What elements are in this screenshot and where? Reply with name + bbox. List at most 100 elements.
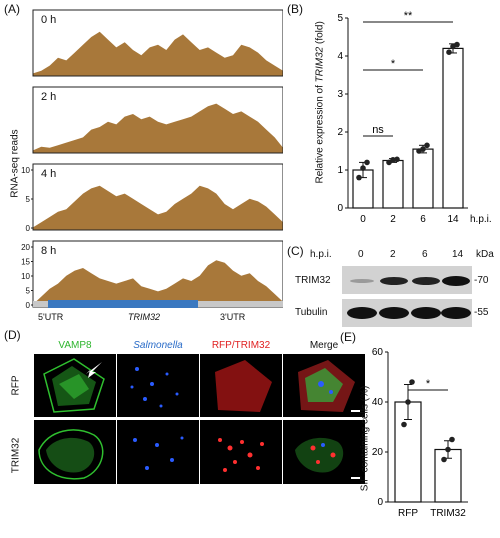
track-frame-2 [32,163,283,231]
coverage-area-3 [33,260,283,307]
gene-model [33,300,283,308]
arrow-icon [86,362,102,378]
y-tick-label-1: 20 [372,447,384,458]
blot-band-trim32-2 [380,277,408,285]
sig-label-2: ** [404,10,413,22]
panel-b-ylabel: Relative expression of TRIM32 (fold) [314,21,326,184]
sif-bar-chart: 0 20 40 60 RFP TRIM32 * [372,347,468,519]
track-frame-0 [32,9,283,77]
gene-5utr-label: 5'UTR [38,312,64,322]
ylabel-suffix: (fold) [314,21,326,47]
panel-label-e: (E) [340,330,356,344]
x-tick-label-6: 6 [420,214,426,225]
y-tick-label-0: 0 [337,203,343,214]
point-RFP-1 [405,399,411,405]
blot-timepoint-14: 14 [452,249,464,260]
y-tick-label-2: 40 [372,397,384,408]
track-label-3: 8 h [41,245,56,257]
blot-band-tubulin-0 [347,307,377,319]
blot-row-label-trim32: TRIM32 [295,275,331,286]
blot-band-tubulin-2 [379,307,409,319]
point-2-0 [386,159,392,166]
point-0-1 [360,165,366,171]
point-TRIM32-2 [449,436,455,443]
point-RFP-2 [409,379,415,385]
point-RFP-0 [401,421,407,428]
micrograph-rfp-salmonella [117,354,199,417]
track-label-0: 0 h [41,14,56,26]
track-tick-3-4: 0 [26,301,31,310]
marker-70: -70 [474,275,489,286]
y-tick-label-3: 60 [372,347,384,358]
col-label-merge: Merge [309,340,339,351]
y-tick-label-2: 2 [337,127,343,138]
western-blot [342,266,472,327]
y-tick-label-1: 1 [337,165,343,176]
blot-band-tubulin-6 [411,307,441,319]
y-tick-label-4: 4 [337,51,343,62]
y-tick-label-0: 0 [377,497,383,508]
row-label-rfp: RFP [10,375,22,396]
x-tick-label-14: 14 [447,214,459,225]
blot-band-trim32-6 [412,277,440,285]
blot-band-trim32-14 [442,276,470,286]
point-14-2 [454,41,460,48]
sig-label-0: ns [372,124,384,136]
track-tick-2-0: 10 [21,166,30,175]
micrograph-trim32-merge [283,420,365,484]
x-axis-suffix: h.p.i. [470,214,492,225]
panel-label-a: (A) [4,2,20,16]
bar-14 [442,47,464,209]
x-tick-label-0: 0 [360,214,366,225]
x-tick-label-TRIM32: TRIM32 [430,508,466,519]
blot-row-label-tubulin: Tubulin [295,307,328,318]
bar-6 [412,148,434,209]
track-frame-1 [32,86,283,154]
track-tick-3-0: 20 [21,243,30,252]
coverage-area-2 [33,185,283,230]
utr-5-bar [33,301,48,307]
track-tick-3-2: 10 [21,272,30,281]
panel-label-c: (C) [287,244,304,258]
sig-label-1: * [391,58,396,70]
blot-timepoint-2: 2 [390,249,396,260]
trim32-exon-bar [48,300,198,308]
point-0-0 [356,174,362,181]
micrograph-rfp-vamp8 [34,354,116,417]
hpi-label: h.p.i. [310,249,332,260]
blot-band-tubulin-14 [441,307,471,319]
track-tick-2-2: 0 [26,224,31,233]
coverage-area-0 [33,31,283,76]
col-label-vamp8: VAMP8 [58,340,92,351]
track-label-2: 4 h [41,168,56,180]
utr-3-bar [198,301,283,307]
gene-trim32-label: TRIM32 [128,312,161,322]
micrograph-rfp-rfp [200,354,282,417]
col-label-salmonella: Salmonella [133,340,183,351]
point-14-0 [446,49,452,55]
sig-label-0: * [426,378,431,390]
marker-55: -55 [474,307,489,318]
micrograph-trim32-rfp [200,420,282,484]
track-0: 0 h [32,9,283,77]
gene-3utr-label: 3'UTR [220,312,246,322]
micrograph-trim32-salmonella [117,420,199,484]
coverage-area-1 [33,103,283,153]
track-2: 4 h 10 5 0 [21,163,283,233]
x-tick-label-RFP: RFP [398,508,418,519]
bar-2 [382,159,404,209]
col-label-rfp-trim32: RFP/TRIM32 [211,340,271,351]
track-tick-3-1: 15 [21,258,30,267]
x-tick-label-2: 2 [390,214,396,225]
track-1: 2 h [32,86,283,154]
panel-label-d: (D) [4,328,21,342]
point-6-2 [424,142,430,149]
ylabel-prefix: Relative expression of [314,82,326,184]
track-label-1: 2 h [41,91,56,103]
panel-e-ylabel: SIF-containing cells (%) [359,385,371,492]
micrograph-rfp-merge [283,354,365,417]
blot-timepoint-6: 6 [422,249,428,260]
point-6-1 [420,146,426,152]
ylabel-gene: TRIM32 [314,46,326,83]
